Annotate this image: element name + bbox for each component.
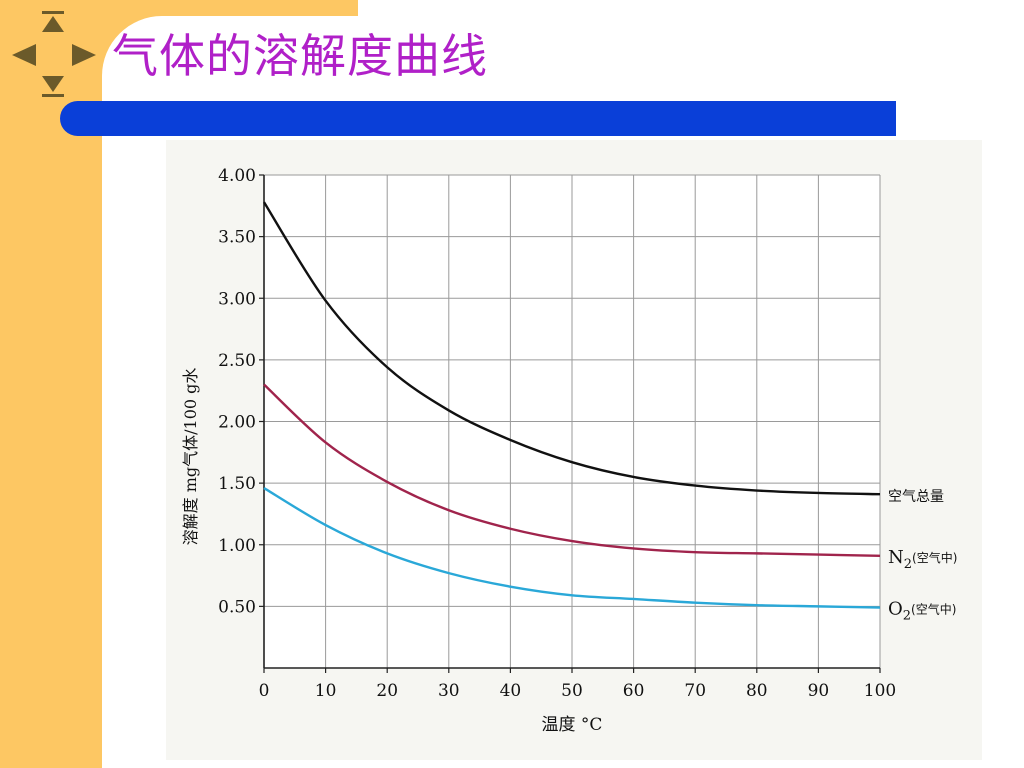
- arrow-left-icon[interactable]: [10, 42, 38, 68]
- series-label-3: O2(空气中): [888, 599, 956, 624]
- x-tick-label: 60: [623, 681, 645, 701]
- top-band: [102, 0, 358, 16]
- series-label-1: 空气总量: [888, 489, 944, 505]
- x-tick-label: 20: [376, 681, 398, 701]
- y-tick-label: 0.50: [218, 597, 256, 617]
- y-tick-label: 3.00: [218, 289, 256, 309]
- x-axis-label: 温度 °C: [542, 715, 603, 735]
- y-tick-label: 2.00: [218, 413, 256, 433]
- chart-panel: 0 10 20 30 40 50 60 70 80 90 100 0.50 1.00 1.50 2.00 2.…: [166, 140, 982, 760]
- arrow-right-icon[interactable]: [70, 42, 98, 68]
- y-tick-label: 1.50: [218, 474, 256, 494]
- x-tick-label: 40: [500, 681, 522, 701]
- x-tick-label: 0: [259, 681, 270, 701]
- slide-navigation: [8, 8, 98, 100]
- y-tick-label: 2.50: [218, 351, 256, 371]
- series-line-1: [262, 201, 881, 496]
- y-tick-label: 3.50: [218, 228, 256, 248]
- x-tick-label: 50: [561, 681, 583, 701]
- series-label-2: N2(空气中): [888, 547, 957, 572]
- y-axis-label: 溶解度 mg气体/100 g水: [181, 368, 200, 546]
- arrow-down-icon[interactable]: [40, 74, 66, 98]
- x-tick-label: 70: [684, 681, 706, 701]
- arrow-up-icon[interactable]: [40, 10, 66, 34]
- x-tick-label: 10: [315, 681, 337, 701]
- slide-title: 气体的溶解度曲线: [112, 29, 488, 83]
- x-tick-label: 80: [746, 681, 768, 701]
- x-tick-label: 90: [808, 681, 830, 701]
- solubility-chart: 0 10 20 30 40 50 60 70 80 90 100 0.50 1.00 1.50 2.00 2.…: [181, 166, 957, 735]
- series-line-3: [263, 487, 881, 609]
- title-underline-bar: [60, 101, 896, 136]
- series-line-2: [263, 383, 881, 558]
- y-tick-label: 1.00: [218, 536, 256, 556]
- x-tick-label: 100: [864, 681, 896, 701]
- x-tick-label: 30: [438, 681, 460, 701]
- y-tick-label: 4.00: [218, 166, 256, 186]
